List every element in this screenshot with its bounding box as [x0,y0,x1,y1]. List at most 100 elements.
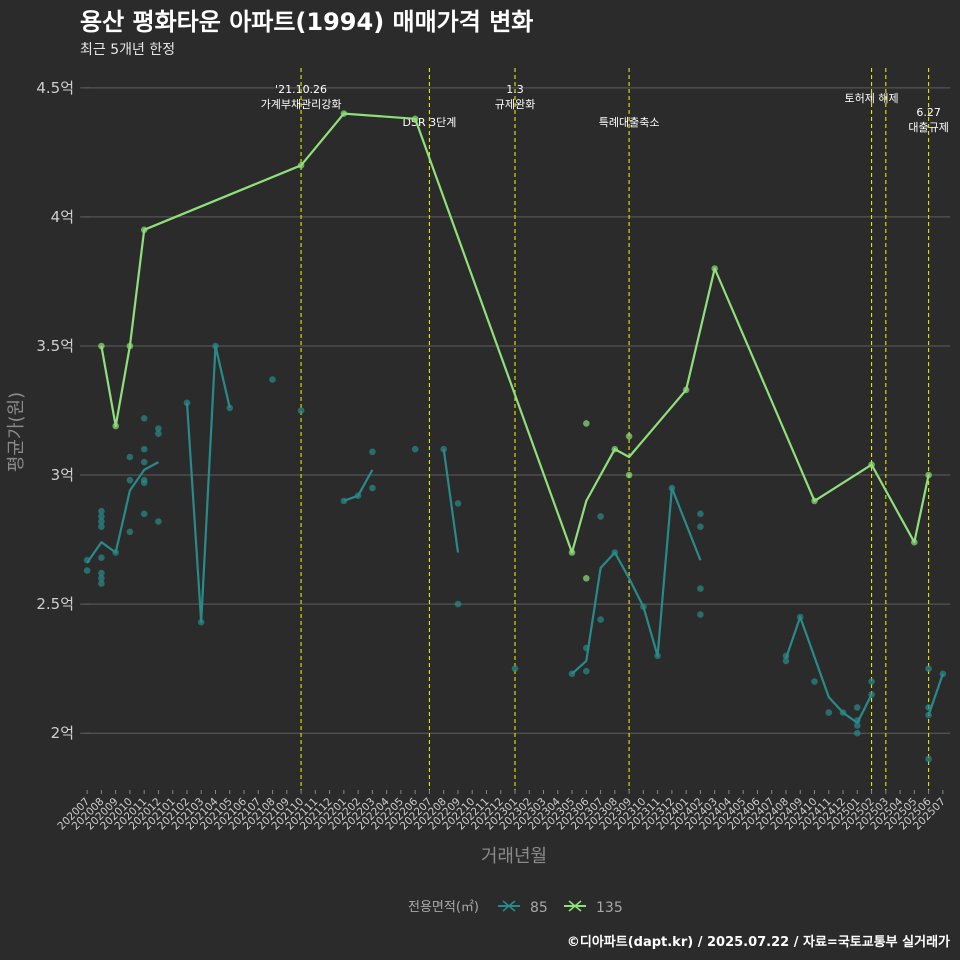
y-tick-label: 2억 [51,724,74,742]
data-point-85 [155,425,162,432]
data-point-85 [697,523,704,530]
series-85 [83,342,947,763]
legend-label-85: 85 [530,900,548,916]
data-point-85 [925,755,932,763]
legend-title: 전용면적(㎡) [408,900,479,915]
data-point-85 [140,415,148,422]
data-point-85 [668,484,676,492]
data-point-135 [925,471,932,479]
data-point-85 [796,613,804,621]
data-point-85 [369,484,376,492]
data-point-135 [297,162,305,169]
data-point-85 [140,458,148,466]
data-point-135 [112,422,119,430]
legend-item-85: 85 [498,900,548,916]
legend-item-135: 135 [564,900,623,916]
event-label: 1.3 [506,83,524,96]
legend-label-135: 135 [596,900,623,916]
data-point-85 [854,729,861,737]
data-point-85 [511,665,519,672]
data-point-85 [697,510,704,518]
data-point-85 [925,704,932,711]
data-point-135 [98,342,105,350]
series-line-85 [185,344,231,624]
data-point-85 [868,691,875,698]
data-point-135 [583,575,590,582]
data-point-85 [183,399,191,407]
data-point-85 [811,678,818,685]
data-point-85 [297,407,305,414]
data-point-85 [197,618,205,626]
data-point-85 [98,575,105,582]
data-point-85 [155,430,162,438]
data-point-85 [454,600,462,608]
data-point-85 [411,445,419,453]
data-point-85 [839,709,847,716]
data-point-85 [83,567,91,574]
data-point-135 [625,433,633,440]
event-label: 6.27 [916,106,941,119]
data-point-85 [212,342,219,350]
data-point-85 [369,448,376,456]
data-point-85 [454,500,462,507]
data-point-135 [682,386,690,394]
data-point-85 [868,678,875,685]
event-label: '21.10.26 [275,83,327,96]
data-point-135 [711,265,718,272]
series-line-85 [442,449,460,553]
data-point-85 [98,513,105,520]
data-point-85 [98,580,105,587]
data-point-85 [155,518,162,525]
event-label: 가계부채관리강화 [261,98,342,111]
y-tick-labels: 2억 2.5억 3억 3.5억 4억 4.5억 [36,79,74,742]
x-tick-labels: 2020072020082020092020102020112020122021… [55,790,948,832]
data-point-135 [625,471,633,479]
y-tick-label: 3.5억 [36,337,74,355]
y-tick-label: 3억 [51,466,74,484]
data-point-135 [411,115,419,123]
data-point-135 [611,445,619,453]
data-point-85 [112,549,119,556]
data-point-85 [126,528,134,536]
series-line-135 [100,112,930,554]
chart-subtitle: 최근 5개년 한정 [80,42,175,58]
data-point-85 [98,518,105,525]
event-label: 특례대출축소 [599,116,660,129]
series-135 [98,110,932,582]
data-point-85 [440,445,448,453]
data-point-85 [925,665,932,672]
data-point-85 [98,569,105,577]
series-line-85 [86,461,159,564]
data-point-135 [811,497,818,505]
data-point-135 [868,461,875,469]
data-point-135 [911,538,918,546]
data-point-85 [98,554,105,561]
event-label: 토허제 해제 [845,91,899,105]
y-axis-title: 평균가(원) [6,392,27,472]
data-point-85 [140,510,148,518]
data-point-85 [697,611,704,618]
x-axis-title: 거래년월 [481,846,547,867]
data-point-85 [611,549,619,556]
legend: 전용면적(㎡) 85 135 [408,900,623,916]
series-line-85 [571,486,702,675]
data-point-135 [568,549,576,556]
data-point-85 [340,497,348,505]
data-point-85 [939,670,947,678]
data-point-85 [782,657,790,665]
data-point-85 [98,507,105,515]
data-point-85 [697,585,704,592]
data-point-85 [854,717,861,724]
event-label: 규제완화 [495,98,535,111]
data-point-135 [583,420,590,427]
data-point-85 [98,523,105,530]
data-point-85 [568,670,576,678]
data-point-85 [140,479,148,487]
y-tick-label: 4억 [51,208,74,226]
data-point-135 [126,342,134,350]
data-point-85 [583,667,590,675]
data-point-85 [854,704,861,711]
event-label: 대출규제 [908,121,948,134]
